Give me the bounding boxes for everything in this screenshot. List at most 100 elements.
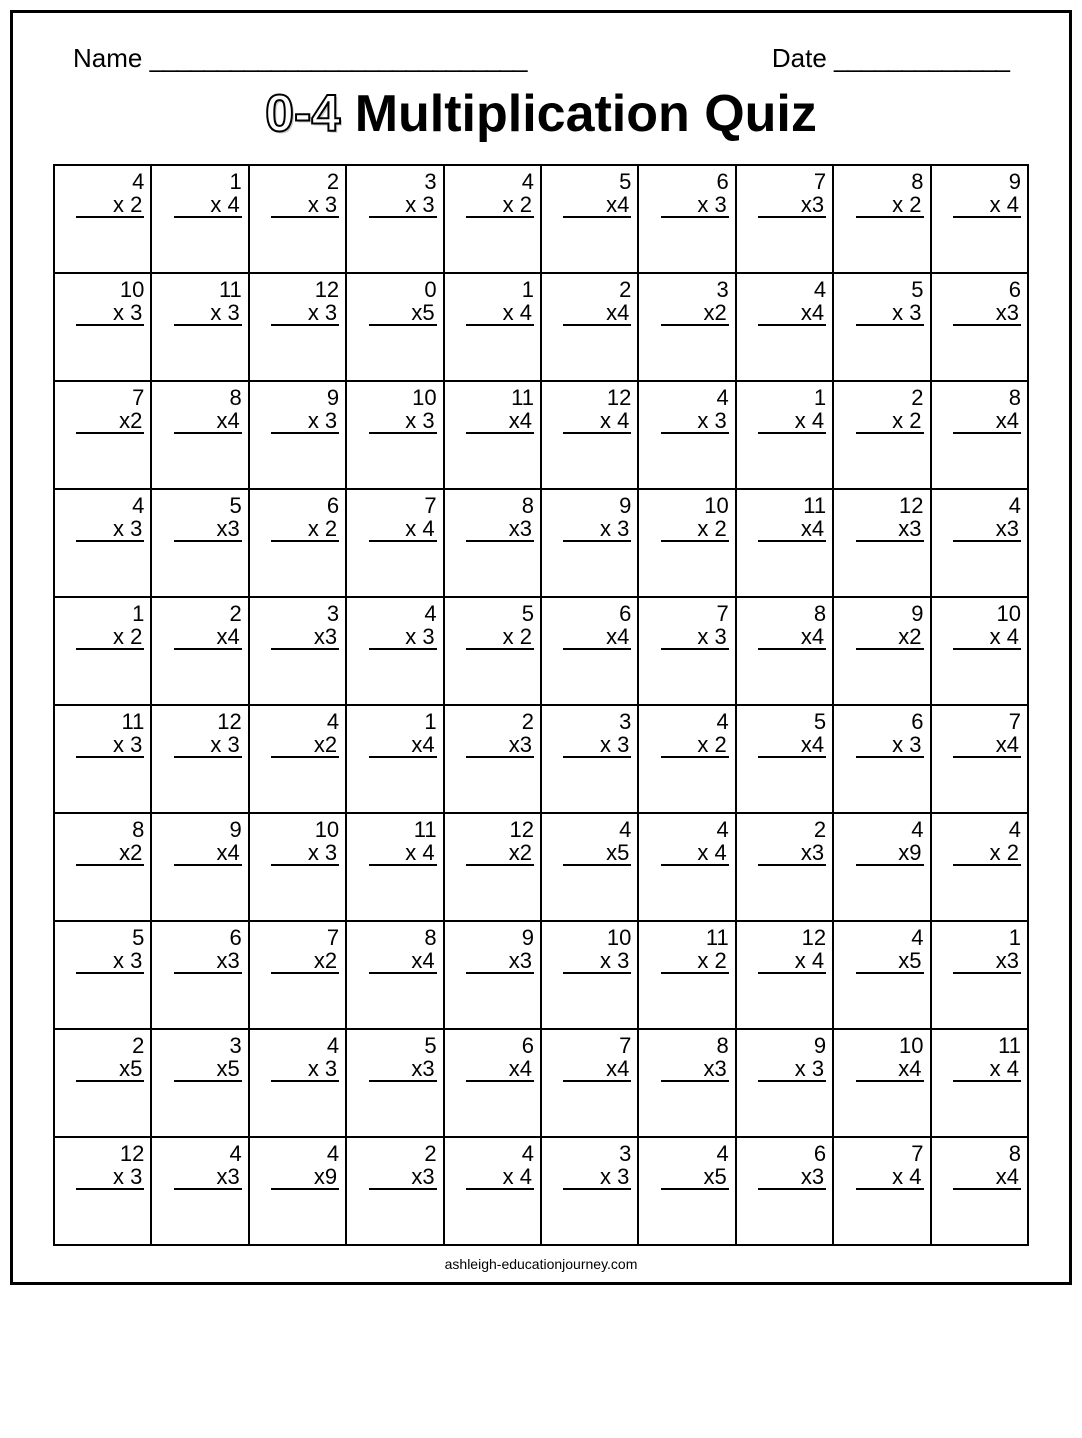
problem-cell[interactable]: 4x3 [151, 1137, 248, 1245]
problem-cell[interactable]: 12x 3 [249, 273, 346, 381]
problem-cell[interactable]: 9x4 [151, 813, 248, 921]
problem-cell[interactable]: 8x4 [346, 921, 443, 1029]
problem-cell[interactable]: 4x9 [833, 813, 930, 921]
problem-cell[interactable]: 1x 4 [444, 273, 541, 381]
problem-cell[interactable]: 8x4 [151, 381, 248, 489]
problem-cell[interactable]: 9x 3 [736, 1029, 833, 1137]
problem-cell[interactable]: 7x4 [541, 1029, 638, 1137]
problem-cell[interactable]: 0x5 [346, 273, 443, 381]
problem-cell[interactable]: 4x 2 [54, 165, 151, 273]
problem-cell[interactable]: 8x 2 [833, 165, 930, 273]
problem-cell[interactable]: 5x4 [736, 705, 833, 813]
problem-cell[interactable]: 4x 4 [638, 813, 735, 921]
problem-cell[interactable]: 2x 3 [249, 165, 346, 273]
problem-cell[interactable]: 10x 4 [931, 597, 1028, 705]
problem-cell[interactable]: 5x 3 [833, 273, 930, 381]
problem-cell[interactable]: 1x4 [346, 705, 443, 813]
problem-cell[interactable]: 2x3 [346, 1137, 443, 1245]
problem-cell[interactable]: 4x9 [249, 1137, 346, 1245]
problem-cell[interactable]: 8x3 [444, 489, 541, 597]
problem-cell[interactable]: 6x 2 [249, 489, 346, 597]
problem-cell[interactable]: 7x 4 [833, 1137, 930, 1245]
problem-cell[interactable]: 12x 4 [736, 921, 833, 1029]
problem-cell[interactable]: 7x2 [54, 381, 151, 489]
problem-cell[interactable]: 5x4 [541, 165, 638, 273]
problem-cell[interactable]: 2x4 [541, 273, 638, 381]
problem-cell[interactable]: 8x4 [931, 381, 1028, 489]
date-field[interactable]: Date _____________ [772, 43, 1009, 74]
problem-cell[interactable]: 8x3 [638, 1029, 735, 1137]
problem-cell[interactable]: 4x5 [541, 813, 638, 921]
problem-cell[interactable]: 4x4 [736, 273, 833, 381]
problem-cell[interactable]: 11x4 [444, 381, 541, 489]
problem-cell[interactable]: 4x5 [833, 921, 930, 1029]
problem-cell[interactable]: 5x 3 [54, 921, 151, 1029]
name-field[interactable]: Name ____________________________ [73, 43, 526, 74]
problem-cell[interactable]: 11x 4 [346, 813, 443, 921]
problem-cell[interactable]: 12x3 [833, 489, 930, 597]
problem-cell[interactable]: 12x2 [444, 813, 541, 921]
problem-cell[interactable]: 10x 2 [638, 489, 735, 597]
problem-cell[interactable]: 6x3 [736, 1137, 833, 1245]
problem-cell[interactable]: 10x 3 [54, 273, 151, 381]
problem-cell[interactable]: 7x 3 [638, 597, 735, 705]
problem-cell[interactable]: 2x 2 [833, 381, 930, 489]
problem-cell[interactable]: 4x 3 [249, 1029, 346, 1137]
problem-cell[interactable]: 7x4 [931, 705, 1028, 813]
problem-cell[interactable]: 2x3 [444, 705, 541, 813]
problem-cell[interactable]: 7x2 [249, 921, 346, 1029]
problem-cell[interactable]: 9x3 [444, 921, 541, 1029]
problem-cell[interactable]: 3x3 [249, 597, 346, 705]
problem-cell[interactable]: 11x 2 [638, 921, 735, 1029]
problem-cell[interactable]: 1x3 [931, 921, 1028, 1029]
problem-cell[interactable]: 11x 3 [54, 705, 151, 813]
problem-cell[interactable]: 4x 3 [346, 597, 443, 705]
problem-cell[interactable]: 5x 2 [444, 597, 541, 705]
problem-cell[interactable]: 6x4 [444, 1029, 541, 1137]
problem-cell[interactable]: 9x2 [833, 597, 930, 705]
problem-cell[interactable]: 2x3 [736, 813, 833, 921]
problem-cell[interactable]: 4x 3 [54, 489, 151, 597]
problem-cell[interactable]: 10x 3 [346, 381, 443, 489]
problem-cell[interactable]: 5x3 [346, 1029, 443, 1137]
problem-cell[interactable]: 4x 4 [444, 1137, 541, 1245]
problem-cell[interactable]: 12x 3 [54, 1137, 151, 1245]
problem-cell[interactable]: 2x4 [151, 597, 248, 705]
problem-cell[interactable]: 9x 3 [249, 381, 346, 489]
problem-cell[interactable]: 9x 4 [931, 165, 1028, 273]
problem-cell[interactable]: 4x 2 [444, 165, 541, 273]
problem-cell[interactable]: 3x 3 [541, 1137, 638, 1245]
problem-cell[interactable]: 9x 3 [541, 489, 638, 597]
problem-cell[interactable]: 3x 3 [346, 165, 443, 273]
problem-cell[interactable]: 4x 2 [931, 813, 1028, 921]
problem-cell[interactable]: 2x5 [54, 1029, 151, 1137]
problem-cell[interactable]: 6x3 [151, 921, 248, 1029]
problem-cell[interactable]: 1x 4 [151, 165, 248, 273]
problem-cell[interactable]: 8x2 [54, 813, 151, 921]
problem-cell[interactable]: 8x4 [736, 597, 833, 705]
problem-cell[interactable]: 4x 3 [638, 381, 735, 489]
problem-cell[interactable]: 4x3 [931, 489, 1028, 597]
problem-cell[interactable]: 3x 3 [541, 705, 638, 813]
problem-cell[interactable]: 7x3 [736, 165, 833, 273]
problem-cell[interactable]: 3x5 [151, 1029, 248, 1137]
problem-cell[interactable]: 3x2 [638, 273, 735, 381]
problem-cell[interactable]: 4x5 [638, 1137, 735, 1245]
problem-cell[interactable]: 12x 4 [541, 381, 638, 489]
problem-cell[interactable]: 8x4 [931, 1137, 1028, 1245]
problem-cell[interactable]: 5x3 [151, 489, 248, 597]
problem-cell[interactable]: 4x2 [249, 705, 346, 813]
problem-cell[interactable]: 12x 3 [151, 705, 248, 813]
problem-cell[interactable]: 1x 4 [736, 381, 833, 489]
problem-cell[interactable]: 6x 3 [638, 165, 735, 273]
problem-cell[interactable]: 1x 2 [54, 597, 151, 705]
problem-cell[interactable]: 10x4 [833, 1029, 930, 1137]
problem-cell[interactable]: 7x 4 [346, 489, 443, 597]
problem-cell[interactable]: 11x 4 [931, 1029, 1028, 1137]
problem-cell[interactable]: 10x 3 [249, 813, 346, 921]
problem-cell[interactable]: 11x4 [736, 489, 833, 597]
problem-cell[interactable]: 6x 3 [833, 705, 930, 813]
problem-cell[interactable]: 11x 3 [151, 273, 248, 381]
problem-cell[interactable]: 6x4 [541, 597, 638, 705]
problem-cell[interactable]: 4x 2 [638, 705, 735, 813]
